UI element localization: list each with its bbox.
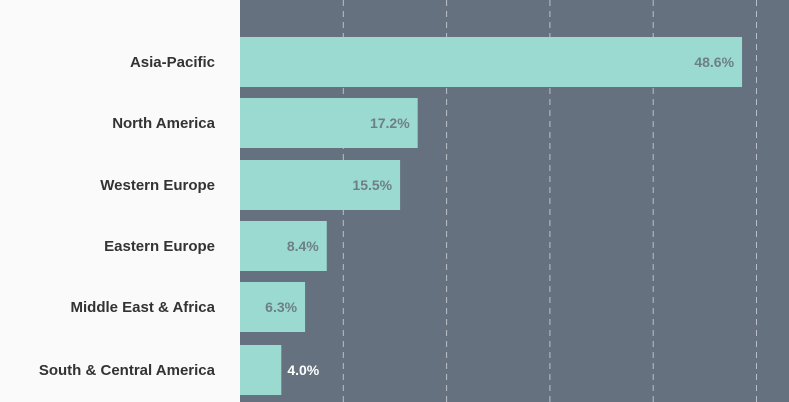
bars bbox=[240, 37, 743, 395]
bar bbox=[240, 98, 418, 148]
category-label: Asia-Pacific bbox=[130, 54, 215, 71]
category-label: Eastern Europe bbox=[104, 238, 215, 255]
category-label-panel bbox=[0, 0, 240, 402]
bar bbox=[240, 160, 401, 210]
category-label: Middle East & Africa bbox=[71, 299, 216, 316]
value-label: 15.5% bbox=[352, 177, 392, 193]
bar bbox=[240, 221, 327, 271]
category-labels: Asia-Pacific North America Western Europe E… bbox=[39, 54, 216, 379]
bar bbox=[240, 345, 282, 395]
value-label: 6.3% bbox=[265, 299, 297, 315]
value-labels: 48.6% 17.2% 15.5% 8.4% 6.3% 4.0% bbox=[265, 54, 734, 378]
value-label: 48.6% bbox=[694, 54, 734, 70]
value-label: 17.2% bbox=[370, 115, 410, 131]
bar bbox=[240, 282, 306, 332]
value-label: 4.0% bbox=[287, 362, 319, 378]
category-label: North America bbox=[112, 115, 215, 132]
bar bbox=[240, 37, 743, 87]
category-label: Western Europe bbox=[100, 177, 215, 194]
value-label: 8.4% bbox=[287, 238, 319, 254]
category-label: South & Central America bbox=[39, 362, 216, 379]
